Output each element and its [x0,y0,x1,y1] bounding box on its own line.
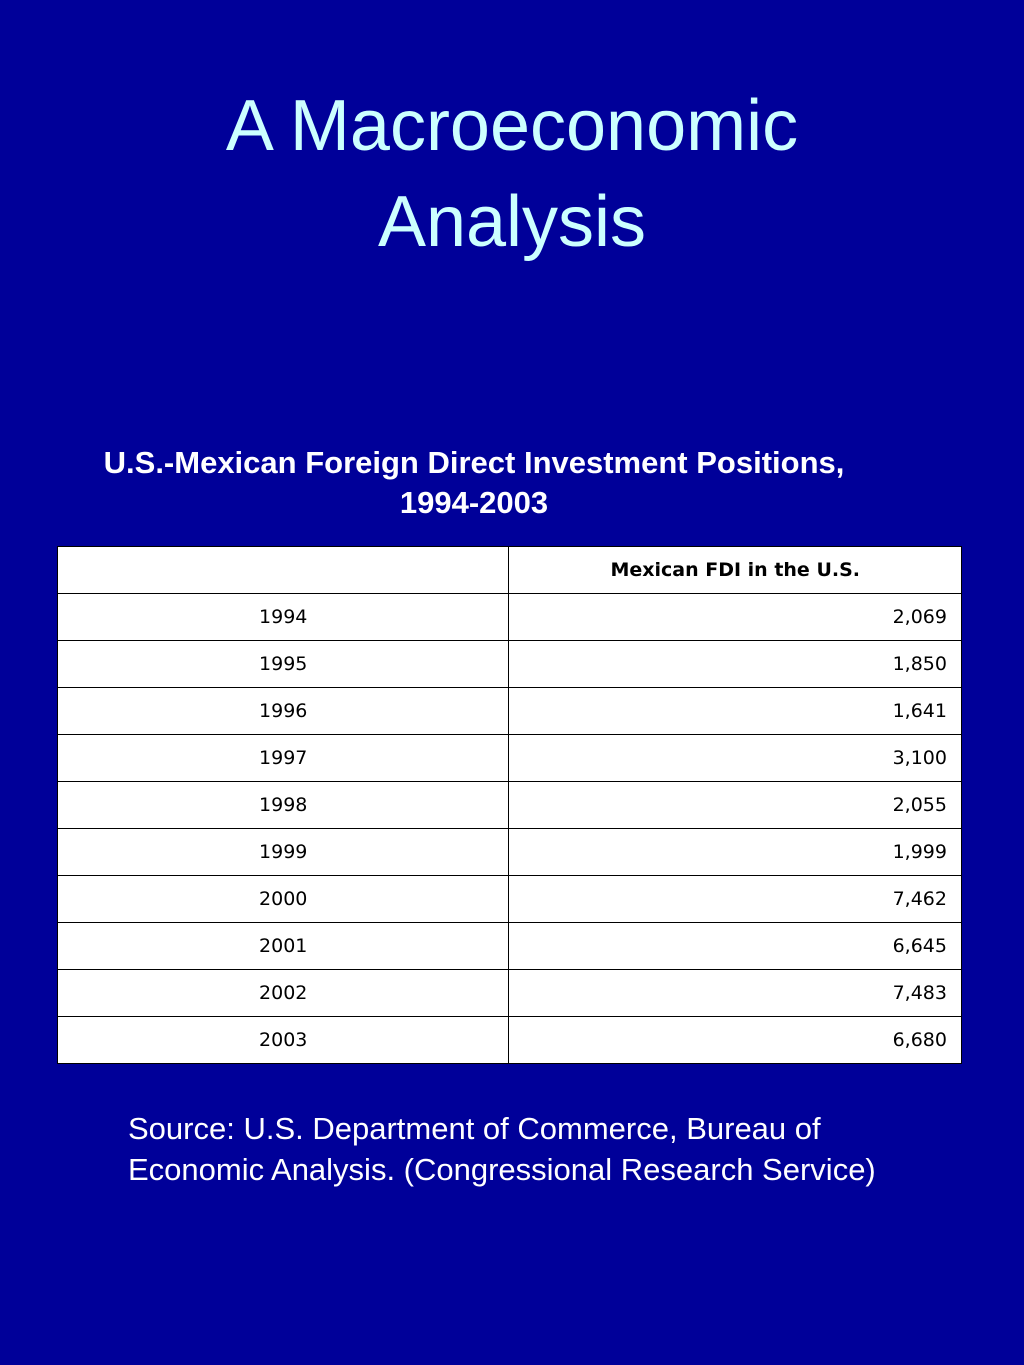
year-cell: 2003 [56,1016,510,1064]
slide-title-line-2: Analysis [377,182,647,262]
year-cell: 1995 [56,640,510,688]
value-cell: 6,645 [508,922,962,970]
year-cell: 2000 [56,875,510,923]
slide-title: A Macroeconomic Analysis [0,78,1024,270]
value-cell: 1,641 [508,687,962,735]
table-caption-line-1: U.S.-Mexican Foreign Direct Investment P… [103,445,845,480]
value-cell: 1,999 [508,828,962,876]
year-cell: 2001 [56,922,510,970]
value-cell: 6,680 [508,1016,962,1064]
value-cell: 2,055 [508,781,962,829]
year-cell: 1996 [56,687,510,735]
value-cell: 3,100 [508,734,962,782]
table-row: 2002 7,483 [56,969,962,1017]
value-cell: 7,462 [508,875,962,923]
table-row: 1994 2,069 [56,593,962,641]
table-row: 1996 1,641 [56,687,962,735]
year-cell: 1997 [56,734,510,782]
header-value-cell: Mexican FDI in the U.S. [508,546,962,594]
table-row: 1999 1,999 [56,828,962,876]
table-caption: U.S.-Mexican Foreign Direct Investment P… [0,443,948,523]
header-year-cell [56,546,510,594]
table-row: 1995 1,850 [56,640,962,688]
value-cell: 7,483 [508,969,962,1017]
year-cell: 1998 [56,781,510,829]
value-cell: 1,850 [508,640,962,688]
table-row: 1998 2,055 [56,781,962,829]
source-note: Source: U.S. Department of Commerce, Bur… [128,1111,876,1187]
value-cell: 2,069 [508,593,962,641]
table-header-row: Mexican FDI in the U.S. [56,546,962,594]
table-caption-line-2: 1994-2003 [399,485,549,520]
slide-title-line-1: A Macroeconomic [225,86,799,166]
year-cell: 2002 [56,969,510,1017]
table-row: 2001 6,645 [56,922,962,970]
table-row: 2003 6,680 [56,1016,962,1064]
table-row: 2000 7,462 [56,875,962,923]
table-row: 1997 3,100 [56,734,962,782]
year-cell: 1999 [56,828,510,876]
year-cell: 1994 [56,593,510,641]
fdi-table: Mexican FDI in the U.S. 1994 2,069 1995 … [56,546,962,1064]
